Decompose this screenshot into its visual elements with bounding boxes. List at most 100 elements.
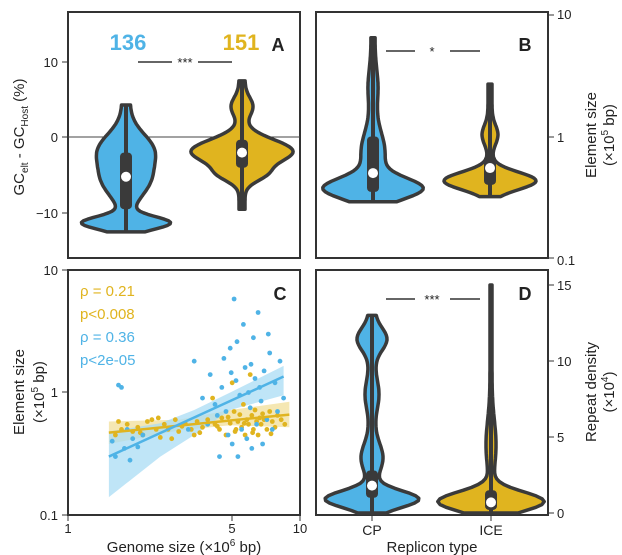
point-cp — [255, 310, 261, 315]
point-ice — [169, 436, 175, 442]
point-ice — [157, 435, 163, 440]
point-ice — [258, 421, 264, 427]
panel-b-significance: * — [429, 44, 434, 59]
median-dot-cp — [367, 480, 377, 491]
panel-c-xtick-label: 5 — [228, 521, 235, 536]
median-dot-cp — [368, 168, 378, 179]
point-cp — [217, 454, 222, 459]
panel-c-fit-lines — [108, 375, 290, 458]
point-cp — [233, 378, 239, 383]
point-ice — [246, 421, 251, 427]
panel-b-ylabel: Element size — [583, 92, 600, 178]
point-cp — [207, 372, 213, 377]
point-cp — [247, 405, 253, 411]
panel-a-ytick-label: 10 — [44, 55, 58, 70]
point-ice — [241, 420, 247, 426]
point-cp — [252, 376, 258, 381]
point-cp — [251, 335, 256, 341]
panel-c: 10 1 0.1 1 5 10 Element size (×105 bp) G… — [11, 263, 307, 555]
point-cp — [229, 441, 235, 447]
point-ice — [214, 423, 220, 429]
panel-a-violins — [79, 79, 295, 234]
point-ice — [278, 417, 284, 423]
panel-b-yticks: 10 1 0.1 — [548, 7, 575, 268]
panel-a-frame — [67, 11, 301, 259]
point-cp — [191, 358, 197, 364]
point-cp — [264, 417, 270, 423]
point-ice — [231, 409, 237, 414]
point-ice — [219, 415, 225, 421]
point-cp — [242, 365, 248, 370]
point-ice — [205, 417, 211, 423]
point-ice — [260, 411, 265, 417]
panel-a-ytick-label: −10 — [36, 206, 58, 221]
point-cp — [254, 421, 259, 427]
point-cp — [140, 432, 146, 438]
point-ice — [176, 429, 182, 434]
panel-d-violins — [323, 283, 546, 515]
point-ice — [242, 432, 248, 438]
point-cp — [258, 398, 264, 404]
panel-d-xlabel: Replicon type — [387, 539, 478, 555]
panel-a-ylabel: GCelt - GCHost (%) — [11, 79, 31, 196]
panel-d-ytick-label: 10 — [557, 354, 571, 369]
point-cp — [241, 322, 246, 327]
point-ice — [249, 413, 255, 418]
panel-a-letter: A — [272, 35, 285, 55]
point-cp — [269, 427, 275, 432]
panel-c-rho-ice: ρ = 0.21 — [80, 283, 135, 300]
panel-c-rho-cp: ρ = 0.36 — [80, 329, 135, 346]
panel-b-frame — [315, 11, 549, 259]
panel-c-xlabel: Genome size (×106 bp) — [107, 538, 261, 555]
point-ice — [282, 421, 288, 427]
panel-c-xtick-label: 10 — [293, 521, 307, 536]
panel-d-ytick-label: 5 — [557, 430, 564, 445]
panel-b-ytick-label: 1 — [557, 130, 564, 145]
panel-d-significance: *** — [424, 292, 439, 307]
point-ice — [247, 372, 253, 377]
panel-c-ytick-label: 10 — [44, 263, 58, 278]
fit-line-cp — [108, 375, 285, 458]
point-cp — [244, 436, 250, 442]
median-dot-ice — [237, 147, 247, 158]
point-cp — [231, 296, 237, 302]
fit-line-ice — [108, 413, 290, 434]
median-dot-cp — [121, 171, 131, 182]
panel-b-ylabel-unit: (×105 bp) — [600, 104, 618, 166]
point-cp — [234, 339, 240, 345]
point-cp — [227, 345, 233, 351]
point-cp — [267, 350, 273, 356]
point-cp — [219, 385, 225, 390]
point-ice — [252, 407, 258, 413]
panel-b-ytick-label: 10 — [557, 7, 571, 22]
panel-c-p-cp: p<2e-05 — [80, 352, 135, 369]
point-cp — [212, 402, 218, 407]
point-ice — [241, 402, 246, 407]
panel-a-count-cp: 136 — [110, 30, 147, 55]
point-cp — [249, 446, 255, 451]
median-dot-ice — [486, 497, 496, 508]
panel-b-letter: B — [519, 35, 532, 55]
point-cp — [214, 413, 220, 418]
panel-d-xticks: CP ICE — [362, 515, 503, 538]
panel-c-ytick-label: 1 — [51, 385, 58, 400]
point-cp — [277, 358, 283, 364]
panel-b-ytick-label: 0.1 — [557, 253, 575, 268]
point-ice — [124, 421, 130, 427]
point-cp — [225, 432, 231, 438]
point-ice — [113, 432, 118, 438]
point-ice — [225, 414, 231, 420]
point-cp — [200, 395, 205, 401]
point-cp — [109, 438, 115, 444]
point-ice — [264, 427, 270, 432]
point-cp — [228, 370, 234, 376]
panel-c-ytick-label: 0.1 — [40, 508, 58, 523]
panel-d-xtick-label: ICE — [479, 522, 502, 538]
panel-c-letter: C — [274, 284, 287, 304]
panel-d-ytick-label: 15 — [557, 278, 571, 293]
point-ice — [229, 380, 235, 386]
median-dot-ice — [485, 163, 495, 174]
panel-d-letter: D — [519, 284, 532, 304]
point-cp — [260, 441, 265, 447]
point-cp — [130, 436, 136, 442]
